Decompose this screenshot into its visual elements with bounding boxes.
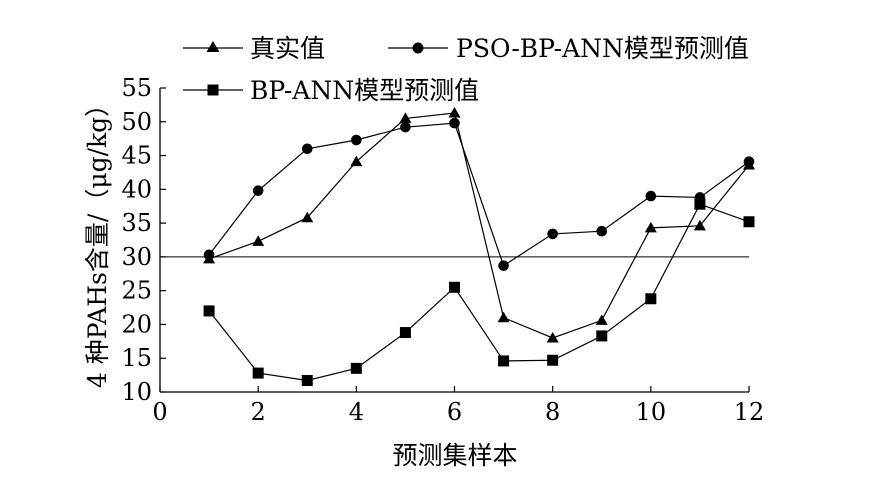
data-point-triangle [301,211,314,223]
square-marker-icon [207,84,219,96]
data-point-circle [596,225,608,237]
data-point-circle [449,117,460,129]
series-bp-ann [203,198,755,387]
x-tick-label: 4 [349,398,364,426]
y-axis-title: 4 种PAHs含量/（μg/kg） [83,92,112,388]
data-point-square [301,375,313,387]
data-point-circle [498,260,509,271]
data-point-triangle [497,311,510,323]
data-point-square [645,293,657,305]
data-point-square [547,354,559,366]
data-point-triangle [399,112,412,123]
data-point-circle [351,134,362,146]
x-tick-label: 10 [636,398,667,426]
y-tick-label: 45 [121,142,152,170]
data-point-square [449,281,460,293]
data-point-triangle [644,221,657,233]
data-point-circle [547,228,558,240]
data-point-circle [645,190,657,202]
triangle-marker-icon [206,41,220,52]
x-tick-label: 6 [447,398,462,426]
y-tick-label: 25 [121,277,152,305]
y-tick-label: 20 [121,310,152,338]
legend-label-bp-ann: BP-ANN模型预测值 [250,76,479,105]
legend-item-true-value: 真实值 [183,34,325,63]
data-point-square [596,330,608,342]
x-tick-label: 0 [152,398,167,426]
data-point-square [252,367,264,379]
series-line-bp-ann [208,203,750,382]
data-point-triangle [546,331,559,343]
data-point-circle [203,249,215,261]
series-true-value [203,106,755,343]
x-tick-label: 2 [251,398,266,426]
y-tick-label: 50 [121,108,152,136]
y-tick-label: 35 [121,209,152,237]
data-point-triangle [448,106,461,118]
data-point-square [399,327,411,339]
legend-label-true-value: 真实值 [250,34,325,63]
data-point-triangle [350,155,363,167]
legend: 真实值 PSO-BP-ANN模型预测值 BP-ANN模型预测值 [183,34,749,105]
data-point-square [498,355,510,367]
data-point-triangle [595,314,608,325]
data-point-circle [252,185,264,196]
data-point-triangle [693,219,706,231]
x-axis-title: 预测集样本 [392,441,517,470]
data-point-square [350,362,362,374]
data-point-circle [301,143,313,155]
y-tick-label: 40 [121,175,152,203]
data-point-square [743,216,755,228]
y-tick-label: 10 [121,378,152,406]
x-tick-label: 8 [545,398,560,426]
data-point-triangle [252,235,265,246]
y-ticks: 10 15 20 25 30 35 40 45 50 55 [121,74,166,406]
data-point-square [203,305,215,317]
data-point-circle [400,121,411,133]
x-ticks: 0 2 4 6 8 10 12 [152,386,764,426]
legend-item-bp-ann: BP-ANN模型预测值 [183,76,479,105]
y-tick-label: 15 [121,344,152,372]
legend-label-pso-bp-ann: PSO-BP-ANN模型预测值 [456,34,749,63]
y-tick-label: 55 [121,74,152,102]
y-tick-label: 30 [121,243,152,271]
data-point-square [694,198,706,210]
series-line-pso-bp-ann [208,122,750,267]
series-line-true-value [208,112,750,339]
series-layer [203,106,755,387]
x-tick-label: 12 [734,398,765,426]
data-point-circle [743,156,755,167]
axes [159,88,749,393]
legend-item-pso-bp-ann: PSO-BP-ANN模型预测值 [388,34,749,63]
series-pso-bp-ann [203,117,755,271]
circle-marker-icon [412,42,424,54]
